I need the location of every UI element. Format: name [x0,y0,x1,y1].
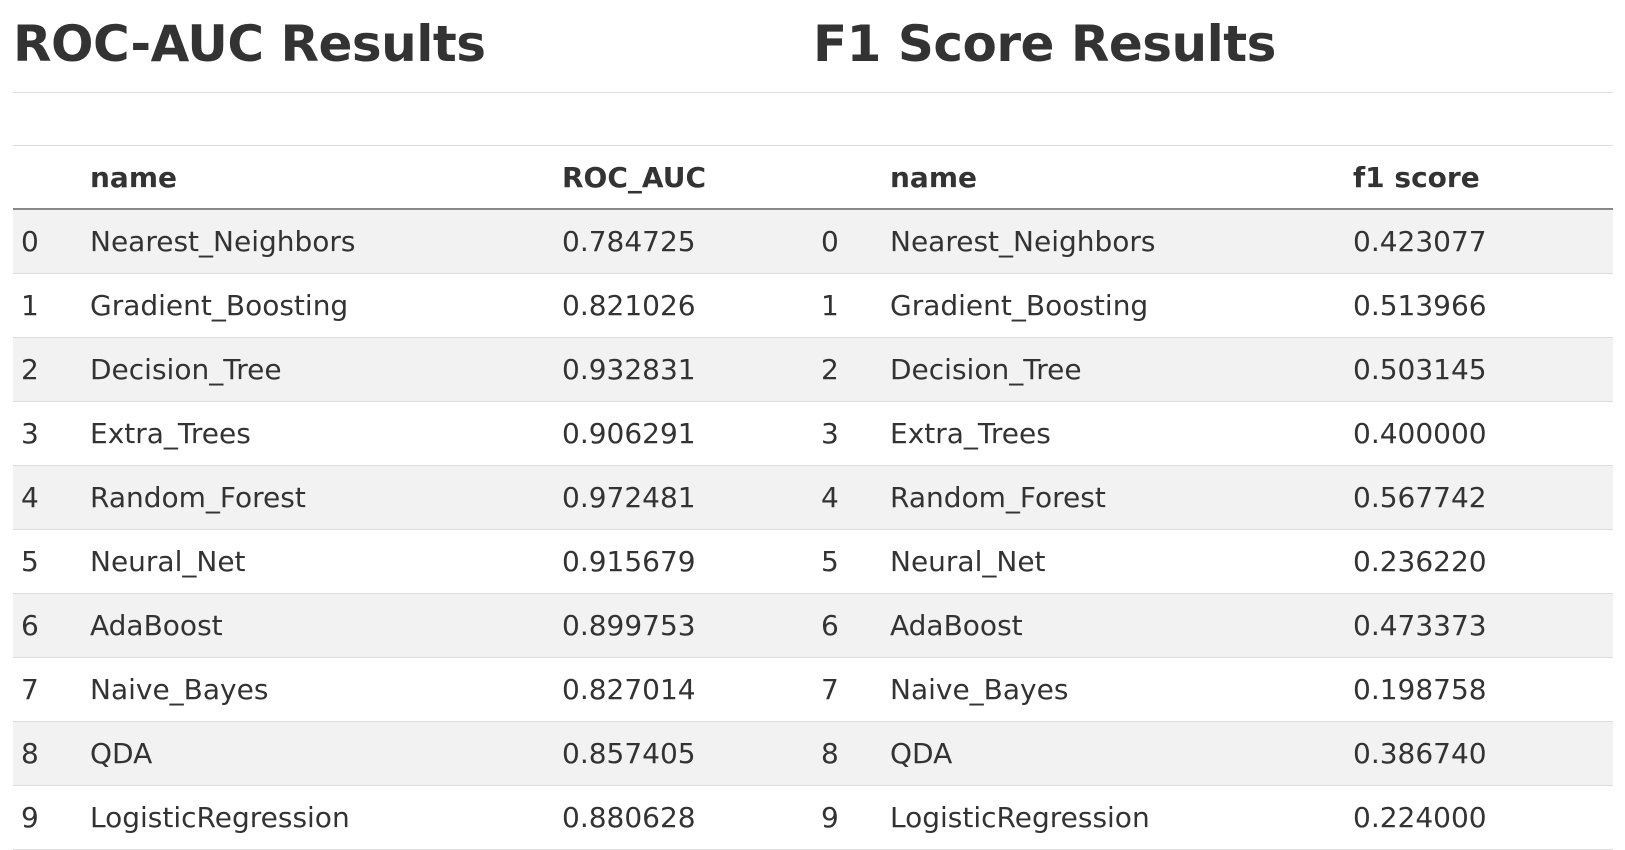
row-index: 0 [13,209,90,274]
score-cell: 0.915679 [562,529,813,594]
row-index: 5 [813,529,890,594]
model-name-cell: Gradient_Boosting [890,273,1353,338]
f1-score-column-header: f1 score [1353,160,1480,194]
model-name-cell: Naive_Bayes [890,657,1353,722]
model-name-cell: Gradient_Boosting [90,273,562,338]
row-index: 2 [813,337,890,402]
table-row: 9 LogisticRegression 0.880628 [13,785,813,850]
model-name-cell: LogisticRegression [890,785,1353,850]
table-row: 8 QDA 0.857405 [13,721,813,786]
model-name-cell: Random_Forest [890,465,1353,530]
roc-auc-column-header: ROC_AUC [562,160,707,194]
table-row: 7 Naive_Bayes 0.198758 [813,657,1613,722]
score-cell: 0.880628 [562,785,813,850]
f1-score-table: name f1 score 0 Nearest_Neighbors 0.423077… [813,145,1613,850]
table-row: 6 AdaBoost 0.899753 [13,593,813,658]
score-cell: 0.513966 [1353,273,1613,338]
model-name-cell: Decision_Tree [890,337,1353,402]
model-name-cell: AdaBoost [890,593,1353,658]
table-row: 0 Nearest_Neighbors 0.423077 [813,209,1613,274]
model-name-cell: Nearest_Neighbors [90,209,562,274]
model-name-cell: Decision_Tree [90,337,562,402]
f1-score-title: F1 Score Results [813,15,1276,73]
table-row: 4 Random_Forest 0.972481 [13,465,813,530]
table-row: 9 LogisticRegression 0.224000 [813,785,1613,850]
score-cell: 0.400000 [1353,401,1613,466]
table-row: 5 Neural_Net 0.915679 [13,529,813,594]
table-row: 1 Gradient_Boosting 0.513966 [813,273,1613,338]
table-row: 4 Random_Forest 0.567742 [813,465,1613,530]
row-index: 1 [813,273,890,338]
model-name-cell: Neural_Net [90,529,562,594]
table-header-row: name ROC_AUC [13,145,813,210]
model-name-cell: Extra_Trees [890,401,1353,466]
roc-auc-title: ROC-AUC Results [13,15,486,73]
name-column-header: name [890,160,977,194]
model-name-cell: AdaBoost [90,593,562,658]
table-row: 5 Neural_Net 0.236220 [813,529,1613,594]
row-index: 6 [13,593,90,658]
score-cell: 0.236220 [1353,529,1613,594]
row-index: 3 [813,401,890,466]
table-row: 3 Extra_Trees 0.906291 [13,401,813,466]
score-cell: 0.972481 [562,465,813,530]
table-header-row: name f1 score [813,145,1613,210]
row-index: 4 [813,465,890,530]
score-cell: 0.567742 [1353,465,1613,530]
row-index: 7 [13,657,90,722]
roc-auc-table-body: 0 Nearest_Neighbors 0.784725 1 Gradient_Boos… [13,209,813,850]
row-index: 9 [813,785,890,850]
index-column-header [13,146,90,210]
score-cell: 0.899753 [562,593,813,658]
name-column-header: name [90,160,177,194]
row-index: 4 [13,465,90,530]
score-cell: 0.503145 [1353,337,1613,402]
row-index: 3 [13,401,90,466]
score-cell: 0.932831 [562,337,813,402]
model-name-cell: Random_Forest [90,465,562,530]
row-index: 5 [13,529,90,594]
f1-score-table-body: 0 Nearest_Neighbors 0.423077 1 Gradient_Boos… [813,209,1613,850]
table-row: 6 AdaBoost 0.473373 [813,593,1613,658]
row-index: 8 [13,721,90,786]
model-name-cell: Nearest_Neighbors [890,209,1353,274]
row-index: 8 [813,721,890,786]
model-name-cell: LogisticRegression [90,785,562,850]
score-cell: 0.224000 [1353,785,1613,850]
model-name-cell: Neural_Net [890,529,1353,594]
table-row: 8 QDA 0.386740 [813,721,1613,786]
index-column-header [813,146,890,210]
model-name-cell: QDA [890,721,1353,786]
row-index: 2 [13,337,90,402]
score-cell: 0.827014 [562,657,813,722]
row-index: 1 [13,273,90,338]
roc-auc-table: name ROC_AUC 0 Nearest_Neighbors 0.784725 1… [13,145,813,850]
score-cell: 0.198758 [1353,657,1613,722]
table-row: 1 Gradient_Boosting 0.821026 [13,273,813,338]
table-row: 3 Extra_Trees 0.400000 [813,401,1613,466]
table-row: 0 Nearest_Neighbors 0.784725 [13,209,813,274]
score-cell: 0.857405 [562,721,813,786]
table-row: 2 Decision_Tree 0.503145 [813,337,1613,402]
score-cell: 0.423077 [1353,209,1613,274]
score-cell: 0.473373 [1353,593,1613,658]
table-row: 2 Decision_Tree 0.932831 [13,337,813,402]
results-tables: name ROC_AUC 0 Nearest_Neighbors 0.784725 1… [13,145,1613,850]
row-index: 6 [813,593,890,658]
table-row: 7 Naive_Bayes 0.827014 [13,657,813,722]
score-cell: 0.784725 [562,209,813,274]
section-headers: ROC-AUC Results F1 Score Results [13,0,1613,93]
model-name-cell: Naive_Bayes [90,657,562,722]
row-index: 0 [813,209,890,274]
results-page: ROC-AUC Results F1 Score Results name RO… [13,0,1613,850]
row-index: 7 [813,657,890,722]
model-name-cell: QDA [90,721,562,786]
score-cell: 0.386740 [1353,721,1613,786]
row-index: 9 [13,785,90,850]
score-cell: 0.821026 [562,273,813,338]
model-name-cell: Extra_Trees [90,401,562,466]
score-cell: 0.906291 [562,401,813,466]
